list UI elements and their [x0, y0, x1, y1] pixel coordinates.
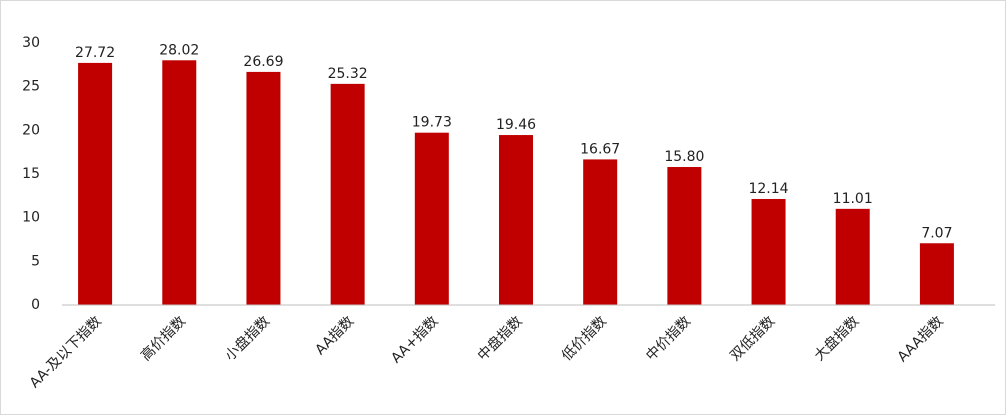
- bar: [162, 60, 197, 306]
- y-tick-label: 20: [22, 122, 40, 138]
- value-label: 7.07: [921, 225, 952, 241]
- bar: [835, 208, 870, 305]
- bar: [667, 167, 702, 305]
- value-label: 19.73: [412, 115, 452, 131]
- y-tick-label: 25: [22, 79, 40, 95]
- y-tick-label: 15: [22, 166, 40, 182]
- bar: [414, 132, 449, 305]
- bar: [246, 71, 281, 305]
- y-tick-label: 0: [31, 297, 40, 313]
- value-label: 19.46: [496, 117, 536, 133]
- bar: [78, 62, 113, 305]
- y-tick-label: 5: [31, 253, 40, 269]
- value-label: 28.02: [159, 42, 199, 58]
- value-label: 25.32: [328, 66, 368, 82]
- bar: [583, 159, 618, 305]
- value-label: 12.14: [748, 181, 788, 197]
- bar: [919, 243, 954, 305]
- bar: [330, 83, 365, 305]
- bar: [751, 198, 786, 305]
- value-label: 11.01: [833, 191, 873, 207]
- value-label: 26.69: [243, 54, 283, 70]
- value-label: 16.67: [580, 141, 620, 157]
- y-tick-label: 30: [22, 35, 40, 51]
- y-tick-label: 10: [22, 210, 40, 226]
- value-label: 15.80: [664, 149, 704, 165]
- bar: [499, 135, 533, 305]
- value-label: 27.72: [75, 45, 115, 61]
